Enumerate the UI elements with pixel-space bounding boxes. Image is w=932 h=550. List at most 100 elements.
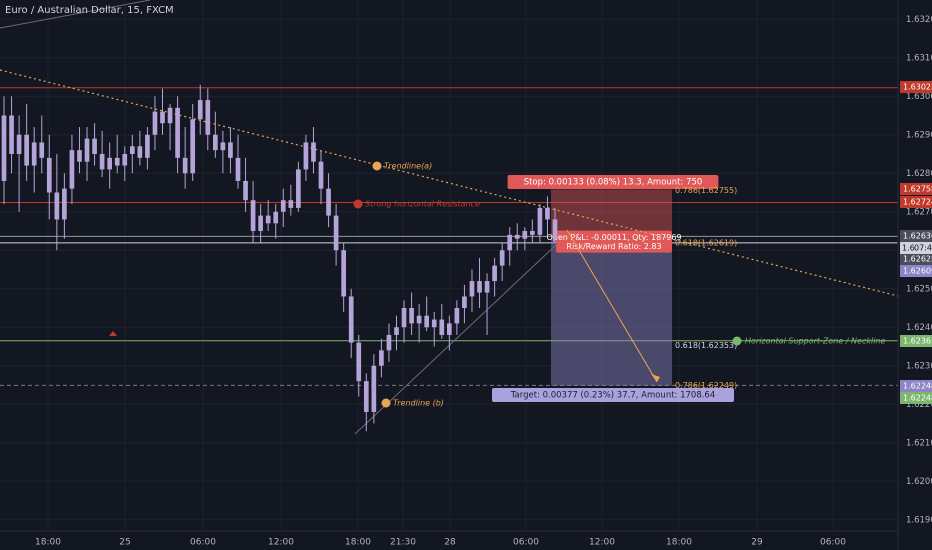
- time-tick-label: 29: [751, 538, 763, 548]
- candle-body: [114, 157, 120, 166]
- candles: [1, 84, 558, 432]
- time-tick-label: 21:30: [390, 538, 416, 548]
- price-badge-text: 1.62248: [903, 382, 932, 391]
- annotation-marker: [353, 199, 363, 209]
- candle-body: [122, 154, 128, 166]
- countdown-badge: 1.607:41: [900, 242, 932, 254]
- countdown-price-text: 1.6: [902, 244, 915, 253]
- candle-body: [333, 215, 339, 251]
- price-badge: 1.62724: [900, 196, 932, 208]
- candle-body: [62, 188, 67, 220]
- candle-body: [454, 308, 460, 324]
- time-tick-label: 18:00: [345, 538, 371, 548]
- price-badge-text: 1.62758: [903, 185, 932, 194]
- candle-body: [152, 111, 158, 135]
- price-badge-bg: [900, 392, 932, 404]
- candle-body: [265, 215, 271, 224]
- annotation-marker: [372, 161, 382, 171]
- price-badge: 1.62625: [900, 253, 932, 265]
- candle-body: [446, 323, 452, 335]
- time-tick-label: 25: [119, 538, 130, 548]
- price-badge-text: 1.62609: [903, 267, 932, 276]
- target-label[interactable]: Target: 0.00377 (0.23%) 37.7, Amount: 17…: [492, 388, 734, 402]
- price-tick-label: 1.62100: [906, 438, 932, 448]
- candle-body: [39, 142, 45, 158]
- time-tick-label: 06:00: [513, 538, 539, 548]
- candle-body: [220, 142, 226, 151]
- time-tick-label: 12:00: [589, 538, 615, 548]
- candle-body: [84, 138, 90, 162]
- short-position-tool[interactable]: Stop: 0.00133 (0.08%) 13.3, Amount: 750 T…: [492, 175, 734, 402]
- price-tick-label: 1.62000: [906, 477, 932, 487]
- price-tick-label: 1.63200: [906, 15, 932, 25]
- pnl-label[interactable]: Open P&L: -0.00011, Qty: 187969Risk/Rewa…: [546, 230, 682, 253]
- countdown-text: 07:41: [914, 244, 932, 253]
- annotations: 0.786(1.62755) 0.618(1.62619) 0.618(1.6235…: [109, 161, 886, 408]
- stop-label-bg: [507, 175, 719, 189]
- candle-body: [477, 281, 482, 293]
- time-axis[interactable]: 18:00 25 06:00 12:00 18:00 21:30 28 06:00 12:00 1…: [0, 530, 898, 548]
- candle-body: [341, 250, 346, 297]
- candle-body: [348, 296, 354, 343]
- fib-level-label: 0.786(1.62249): [675, 381, 737, 390]
- annotation-label: Trendline (b): [393, 399, 444, 408]
- price-badge-bg: [900, 265, 932, 277]
- fib-level-label: 0.786(1.62755): [675, 186, 737, 195]
- time-tick-label: 06:00: [820, 538, 846, 548]
- price-badge-text: 1.62365: [903, 337, 932, 346]
- time-tick-label: 28: [444, 538, 456, 548]
- candle-body: [213, 134, 218, 151]
- price-tick-label: 1.62500: [906, 284, 932, 294]
- price-badge-text: 1.62248: [903, 394, 932, 403]
- price-tick-label: 1.62200: [906, 400, 932, 410]
- candle-body: [99, 154, 105, 170]
- candle-body: [69, 150, 75, 189]
- candle-body: [9, 115, 14, 154]
- candle-body: [462, 296, 467, 308]
- candle-body: [107, 157, 113, 170]
- price-tick-label: 1.62400: [906, 323, 932, 333]
- time-tick-label: 06:00: [190, 538, 216, 548]
- candle-body: [205, 100, 211, 135]
- annotation-label: Horizontal Support-Zone / Neckline: [745, 337, 886, 346]
- stop-label[interactable]: Stop: 0.00133 (0.08%) 13.3, Amount: 750: [507, 175, 719, 189]
- annotation-label: Strong horizontal Resistance: [365, 200, 480, 209]
- price-badge: 1.62248: [900, 392, 932, 404]
- target-label-text: Target: 0.00377 (0.23%) 37.7, Amount: 17…: [510, 391, 716, 401]
- price-badge: 1.62758: [900, 183, 932, 195]
- candle-body: [492, 265, 497, 282]
- price-badge-text: 1.62625: [903, 255, 932, 264]
- candle-body: [54, 192, 60, 220]
- price-badge-bg: [900, 230, 932, 242]
- pnl-label-bg: [556, 230, 672, 253]
- candle-body: [537, 207, 543, 235]
- candle-body: [296, 169, 301, 208]
- candle-body: [545, 207, 550, 220]
- candle-body: [401, 308, 407, 328]
- candle-body: [197, 100, 203, 120]
- candle-body: [356, 342, 362, 382]
- pnl-line-1: Open P&L: -0.00011, Qty: 187969: [546, 233, 681, 242]
- price-axis[interactable]: 1.63200 1.63100 1.63000 1.62900 1.62800 1.627…: [897, 0, 932, 550]
- chart-top-edge-line: [0, 0, 151, 29]
- pnl-line-2: Risk/Reward Ratio: 2.83: [566, 242, 661, 251]
- candle-body: [311, 142, 316, 162]
- fib-level-label: 0.618(1.62353): [675, 341, 737, 350]
- candle-body: [288, 200, 294, 208]
- time-tick-label: 18:00: [666, 538, 692, 548]
- candle-body: [416, 315, 422, 324]
- target-zone[interactable]: [551, 240, 672, 386]
- trendline-a[interactable]: [0, 69, 899, 297]
- candle-body: [250, 200, 256, 231]
- candle-body: [273, 211, 279, 224]
- annotation-marker: [732, 336, 742, 346]
- candle-body: [167, 107, 173, 124]
- price-badge: 1.62609: [900, 265, 932, 277]
- price-badge-bg: [900, 196, 932, 208]
- price-tick-label: 1.62700: [906, 207, 932, 217]
- price-badge-bg: [900, 335, 932, 347]
- projection-arrow[interactable]: [566, 229, 658, 383]
- candle-body: [424, 315, 430, 328]
- candle-body: [92, 138, 97, 154]
